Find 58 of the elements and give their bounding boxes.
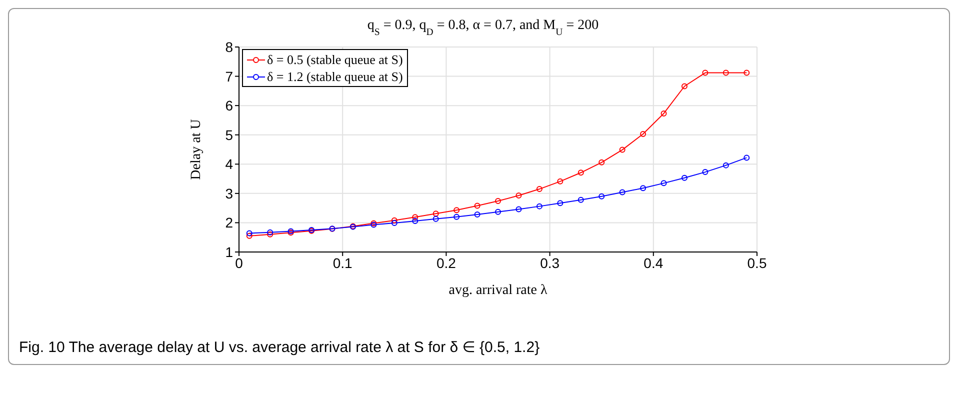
point (702, 169, 708, 176)
y-tick-label: 3 (225, 185, 234, 202)
point (432, 210, 439, 217)
x-tick-label: 0.2 (436, 254, 456, 271)
x-axis-title: avg. arrival rate λ (448, 283, 548, 298)
point (495, 198, 501, 204)
point (557, 178, 564, 184)
chart-title: q$_{S}$ = 0.9, q$_{D}$ = 0.8, α = 0.7, and M$_{U}$ = 200 (367, 18, 599, 38)
x-tick-label: 0.1 (332, 254, 353, 271)
point (722, 70, 729, 76)
point (744, 70, 750, 76)
x-tick-label: 0.3 (540, 254, 560, 271)
point (744, 154, 750, 161)
point (557, 200, 564, 206)
x-tick-label: 0 (235, 254, 244, 271)
point (619, 189, 626, 196)
point (640, 185, 646, 192)
point (246, 232, 252, 239)
caption: Fig. 10 The average delay at U vs. average arrival rate λ at S for δ ∈ {0.5, 1.2} (18, 338, 541, 358)
point (412, 218, 418, 224)
point (516, 206, 522, 212)
point (660, 110, 667, 116)
point (640, 130, 646, 137)
y-tick-label: 1 (225, 244, 234, 260)
point (598, 193, 605, 200)
point (681, 174, 688, 181)
legend-label: δ = 1.2 (stable queue at S) (267, 68, 403, 85)
point (722, 162, 729, 168)
point (246, 230, 252, 236)
y-tick-label: 7 (225, 68, 234, 84)
point (619, 146, 626, 153)
y-tick-label: 4 (225, 156, 234, 172)
point (536, 203, 542, 210)
point (495, 208, 501, 215)
point (412, 214, 418, 220)
legend-label: δ = 0.5 (stable queue at S) (267, 51, 403, 68)
y-tick-label: 8 (225, 38, 234, 55)
point (536, 186, 542, 192)
point (474, 202, 480, 209)
point (681, 83, 688, 90)
point (454, 207, 460, 214)
y-tick-label: 6 (225, 98, 234, 114)
point (454, 214, 460, 220)
point (474, 212, 480, 218)
point (660, 180, 667, 186)
point (391, 217, 398, 224)
x-tick-label: 0.4 (644, 254, 664, 271)
y-axis-title: Delay at U (188, 119, 204, 180)
y-tick-label: 2 (225, 214, 234, 231)
point (578, 170, 584, 176)
y-tick-label: 5 (225, 126, 234, 143)
point (432, 216, 439, 222)
point (578, 196, 584, 203)
point (391, 220, 398, 226)
point (702, 70, 708, 76)
x-tick-label: 0.5 (747, 254, 767, 271)
point (598, 159, 605, 166)
point (516, 192, 522, 198)
